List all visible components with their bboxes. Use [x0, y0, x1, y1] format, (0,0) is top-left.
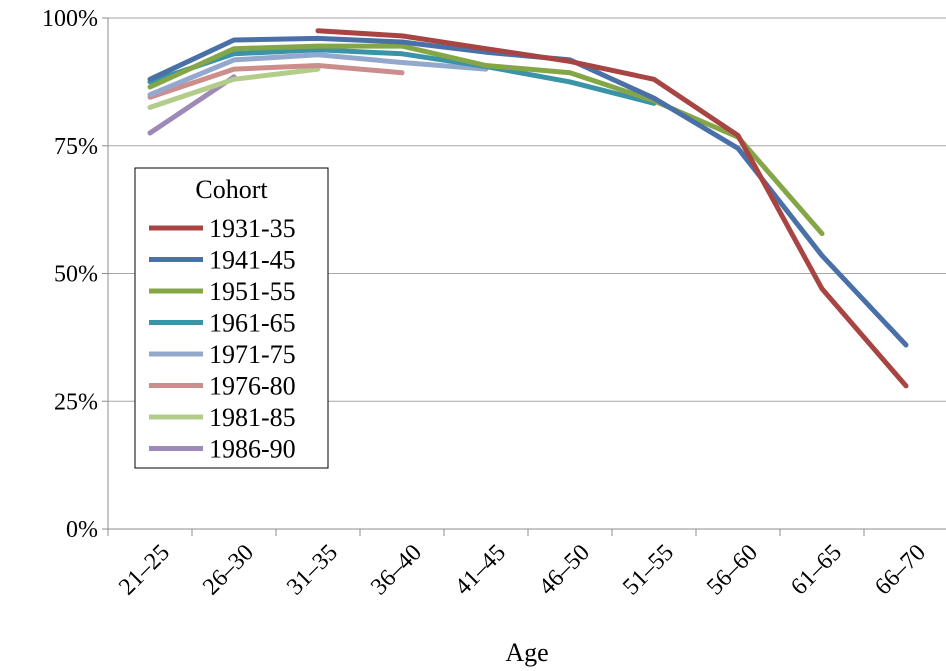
- axes: [102, 17, 946, 536]
- y-tick-label: 0%: [66, 517, 98, 543]
- x-axis-tick-labels: 21–25 26–30 31–35 36–40 41–45 46–50 51–55 56–60…: [114, 540, 931, 601]
- series-line-1951-55: [147, 43, 825, 237]
- series-line-1931-35: [315, 28, 909, 389]
- legend-label: 1976-80: [209, 372, 296, 401]
- legend-label: 1931-35: [209, 214, 296, 243]
- legend-label: 1961-65: [209, 309, 296, 338]
- x-tick-label: 41–45: [450, 540, 511, 601]
- x-tick-label: 61–65: [786, 540, 847, 601]
- series-line-1981-85: [147, 66, 321, 110]
- x-tick-label: 56–60: [702, 540, 763, 601]
- x-tick-label: 51–55: [618, 540, 679, 601]
- y-axis-tick-labels: 0% 25% 50% 75% 100%: [42, 6, 98, 543]
- series-line-1971-75: [147, 52, 489, 98]
- legend-label: 1951-55: [209, 277, 296, 306]
- series-lines: [147, 28, 909, 389]
- series-line-1976-80: [147, 63, 405, 100]
- legend-label: 1986-90: [209, 435, 296, 464]
- legend-label: 1971-75: [209, 340, 296, 369]
- legend-label: 1981-85: [209, 403, 296, 432]
- legend-label: 1941-45: [209, 246, 296, 275]
- x-tick-label: 36–40: [366, 540, 427, 601]
- series-line-1961-65: [147, 47, 657, 106]
- x-tick-label: 66–70: [870, 540, 931, 601]
- x-tick-label: 21–25: [114, 540, 175, 601]
- y-tick-label: 25%: [54, 389, 98, 415]
- legend-title: Cohort: [195, 175, 268, 204]
- y-tick-label: 100%: [42, 6, 98, 32]
- x-tick-label: 46–50: [534, 540, 595, 601]
- x-axis-title: Age: [505, 638, 548, 667]
- y-tick-label: 75%: [54, 134, 98, 160]
- x-tick-label: 31–35: [282, 540, 343, 601]
- y-tick-label: 50%: [54, 262, 98, 288]
- x-tick-label: 26–30: [198, 540, 259, 601]
